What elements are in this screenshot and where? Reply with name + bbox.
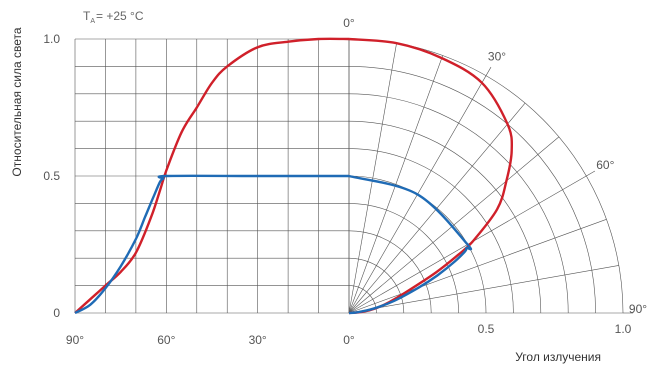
grid-polar-arc: [348, 66, 596, 314]
y-tick-label: 0.5: [43, 169, 60, 183]
y-tick-label: 1.0: [43, 32, 60, 46]
polar-angle-label: 60°: [596, 158, 614, 172]
grid-polar-ray: [348, 219, 607, 314]
grid-polar-arc: [348, 148, 514, 314]
blue-series-rect-line: [74, 174, 349, 315]
grid-polar-arc: [348, 93, 569, 314]
grid-polar-ray: [348, 55, 443, 314]
polar-angle-label: 30°: [488, 50, 506, 64]
grid-polar-ray: [348, 102, 526, 314]
x-tick-label-left: 90°: [66, 333, 84, 347]
x-tick-label-right: 1.0: [615, 322, 632, 336]
x-tick-label-left: 30°: [249, 333, 267, 347]
grid-polar-arc: [348, 175, 487, 314]
grid: [74, 38, 633, 314]
grid-polar-ray-ext: [586, 170, 596, 177]
grid-polar-ray-ext: [485, 66, 492, 76]
condition-suffix: = +25 °C: [96, 9, 144, 23]
x-tick-label-left: 60°: [157, 333, 175, 347]
grid-polar-arc: [348, 257, 405, 314]
x-tick-label-left: 0°: [343, 333, 355, 347]
y-axis-title: Относительная сила света: [10, 27, 24, 176]
blue-series-polar-line: [348, 174, 473, 315]
condition-subscript: A: [90, 18, 95, 25]
grid-polar-ray: [348, 43, 397, 314]
y-tick-label: 0: [53, 306, 60, 320]
labels: Относительная сила света Угол излучения …: [10, 9, 647, 364]
temperature-condition: TA= +25 °C: [83, 9, 144, 25]
grid-polar-ray: [348, 265, 619, 314]
x-axis-title: Угол излучения: [515, 350, 601, 364]
polar-angle-label: 90°: [629, 302, 647, 316]
grid-polar-arc: [348, 203, 459, 314]
grid-polar-arc: [348, 120, 542, 314]
condition-prefix: T: [83, 9, 91, 23]
grid-polar-arc: [348, 230, 432, 314]
polar-angle-label: 0°: [343, 16, 355, 30]
curves: [74, 37, 514, 315]
grid-polar-ray: [348, 136, 560, 314]
x-tick-label-right: 0.5: [478, 322, 495, 336]
